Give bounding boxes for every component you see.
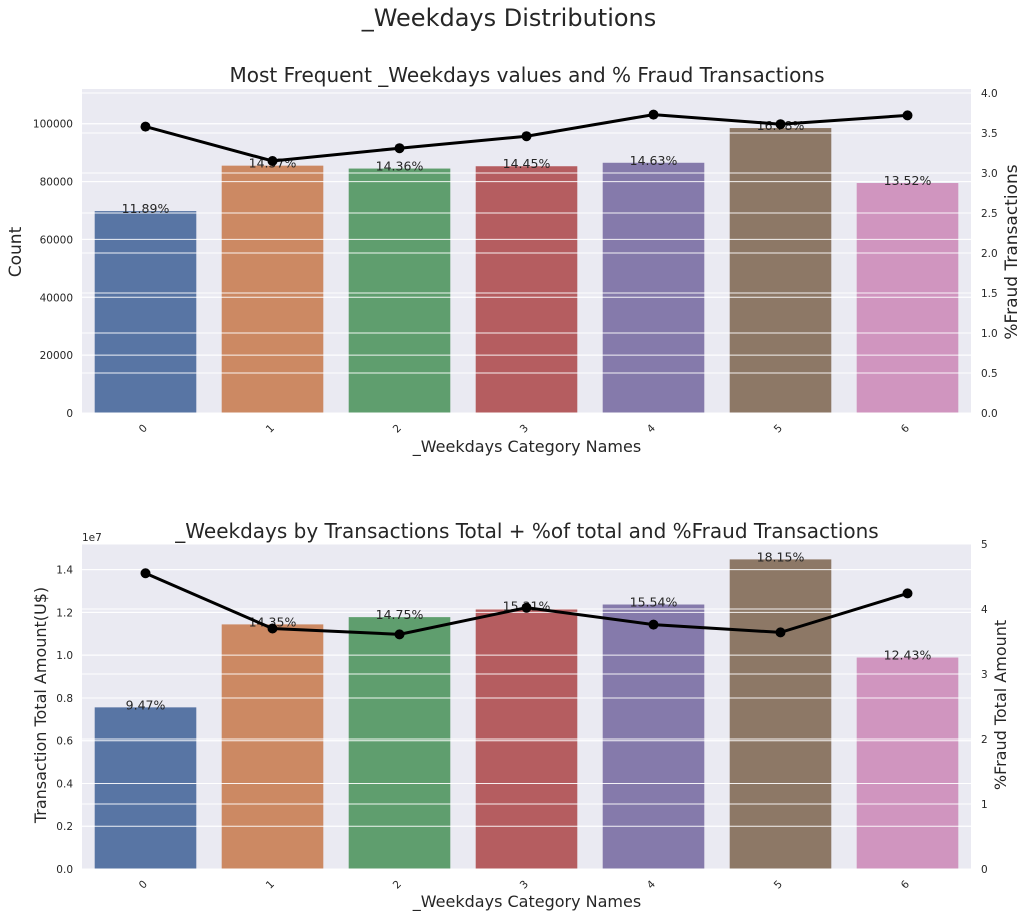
x-tick-label: 3	[518, 878, 531, 891]
y-tick-label: 1.0	[56, 650, 73, 662]
x-tick-label: 4	[645, 422, 658, 435]
fraud-rate-point	[521, 602, 532, 613]
y-tick-label: 60000	[40, 234, 73, 246]
y2-tick-label: 0.0	[981, 408, 998, 420]
chart-total-amount: 0.0 0.2 0.4 0.6 0.8 1.0 1.2 1.4 0 1 2 3 4 5 9.47% 14.35…	[31, 519, 1010, 912]
fraud-rate-point	[140, 568, 151, 579]
y2-tick-label: 5	[981, 539, 988, 551]
fraud-rate-point	[648, 109, 659, 120]
bar-data-label: 11.89%	[122, 201, 170, 216]
x-axis-label: _Weekdays Category Names	[412, 437, 641, 457]
bar-data-label: 15.54%	[630, 595, 678, 610]
x-tick-label: 1	[264, 878, 277, 891]
y2-tick-label: 1.0	[981, 328, 998, 340]
y2-tick-label: 3	[981, 669, 988, 681]
fraud-rate-point	[140, 121, 151, 132]
bar	[729, 559, 832, 869]
y-tick-label: 0.8	[56, 693, 73, 705]
y-tick-label: 40000	[40, 292, 73, 304]
y2-tick-label: 3.0	[981, 168, 998, 180]
fraud-rate-point	[775, 119, 786, 130]
bar	[729, 128, 832, 413]
x-tick-label: 5	[772, 422, 785, 435]
y2-tick-label: 4	[981, 604, 988, 616]
x-tick-label: 2	[391, 422, 404, 435]
y-tick-label: 0.4	[56, 778, 73, 790]
y2-tick-label: 3.5	[981, 128, 998, 140]
y-tick-label: 1.2	[56, 607, 73, 619]
y2-axis-label: %Fraud Transactions	[1002, 164, 1022, 339]
bar-data-label: 14.75%	[376, 607, 424, 622]
fraud-rate-point	[267, 156, 278, 166]
fraud-rate-point	[648, 619, 659, 630]
bar-data-label: 12.43%	[884, 648, 932, 663]
bar	[602, 162, 705, 413]
y2-axis-label: %Fraud Total Amount	[991, 620, 1010, 790]
bar-data-label: 14.35%	[249, 614, 297, 629]
bar-data-label: 14.63%	[630, 153, 678, 168]
y2-tick-label: 4.0	[981, 88, 998, 100]
bar	[348, 617, 451, 869]
bar	[348, 168, 451, 413]
y-tick-label: 1.4	[56, 565, 73, 577]
y-tick-label: 80000	[40, 177, 73, 189]
y-tick-label: 0.6	[56, 736, 73, 748]
plot-area: 0.0 0.2 0.4 0.6 0.8 1.0 1.2 1.4 0 1 2 3 4 5 9.47% 14.35…	[56, 539, 988, 891]
y-tick-label: 0.2	[56, 821, 73, 833]
fraud-rate-point	[267, 623, 278, 634]
chart-frequency: 0 20000 40000 60000 80000 100000 0.0 0.5 1.0 1.5 2…	[6, 63, 1022, 457]
fraud-rate-point	[394, 143, 405, 154]
x-tick-label: 2	[391, 878, 404, 891]
x-tick-label: 0	[137, 422, 150, 435]
x-tick-label: 4	[645, 878, 658, 891]
bar	[221, 165, 324, 413]
figure-title: _Weekdays Distributions	[361, 4, 657, 32]
bar	[856, 657, 959, 869]
bar	[856, 183, 959, 413]
bar-data-label: 9.47%	[126, 697, 166, 712]
x-axis-label: _Weekdays Category Names	[412, 892, 641, 912]
chart-title: _Weekdays by Transactions Total + %of to…	[174, 519, 878, 543]
chart-title: Most Frequent _Weekdays values and % Fra…	[230, 63, 825, 87]
bar-data-label: 13.52%	[884, 173, 932, 188]
bar	[221, 624, 324, 869]
y-tick-label: 20000	[40, 350, 73, 362]
fraud-rate-point	[902, 110, 913, 121]
x-tick-label: 6	[899, 422, 912, 435]
bar	[94, 707, 197, 869]
y2-tick-label: 0	[981, 864, 988, 876]
plot-area: 0 20000 40000 60000 80000 100000 0.0 0.5 1.0 1.5 2…	[33, 88, 998, 435]
bar	[94, 211, 197, 413]
x-tick-label: 1	[264, 422, 277, 435]
y2-tick-label: 1	[981, 799, 988, 811]
y2-tick-label: 1.5	[981, 288, 998, 300]
bar	[475, 166, 578, 413]
x-tick-label: 3	[518, 422, 531, 435]
x-tick-label: 0	[137, 878, 150, 891]
y2-tick-label: 2	[981, 734, 988, 746]
bar-data-label: 14.45%	[503, 156, 551, 171]
fraud-rate-point	[902, 588, 913, 599]
x-tick-label: 5	[772, 878, 785, 891]
x-tick-label: 6	[899, 878, 912, 891]
y2-tick-label: 0.5	[981, 368, 998, 380]
y-axis-label: Transaction Total Amount(U$)	[31, 587, 50, 824]
y-tick-label: 100000	[33, 119, 73, 131]
y-tick-label: 0.0	[56, 864, 73, 876]
bar-data-label: 18.15%	[757, 549, 805, 564]
bar	[602, 604, 705, 869]
y-axis-label: Count	[6, 226, 26, 277]
fraud-rate-point	[775, 627, 786, 638]
fraud-rate-point	[394, 629, 405, 640]
bar-data-label: 14.36%	[376, 159, 424, 174]
y2-tick-label: 2.5	[981, 208, 998, 220]
y2-tick-label: 2.0	[981, 248, 998, 260]
fraud-rate-point	[521, 131, 532, 142]
y-tick-label: 0	[66, 408, 73, 420]
y-offset-label: 1e7	[82, 532, 102, 544]
